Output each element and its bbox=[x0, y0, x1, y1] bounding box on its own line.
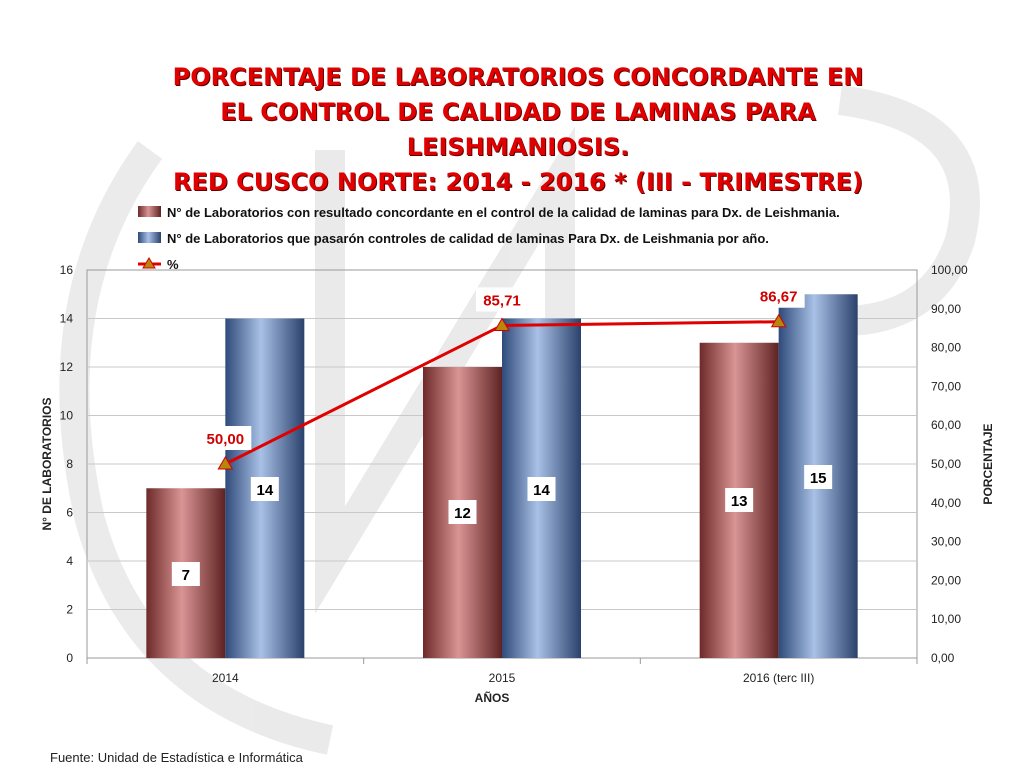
y-tick-label: 10 bbox=[60, 409, 74, 423]
y2-tick-label: 80,00 bbox=[931, 341, 961, 355]
y-tick-label: 14 bbox=[60, 312, 74, 326]
data-label: 14 bbox=[256, 482, 273, 499]
y2-tick-label: 100,00 bbox=[931, 263, 968, 277]
chart-title: PORCENTAJE DE LABORATORIOS CONCORDANTE E… bbox=[60, 60, 976, 200]
source-note: Fuente: Unidad de Estadística e Informát… bbox=[50, 750, 303, 765]
line-data-label: 86,67 bbox=[760, 289, 798, 306]
data-label-box bbox=[527, 477, 556, 501]
y2-tick-label: 10,00 bbox=[931, 612, 961, 626]
title-line: LEISHMANIOSIS. bbox=[406, 133, 630, 161]
y-axis-title: N° DE LABORATORIOS bbox=[40, 397, 54, 530]
data-label: 13 bbox=[731, 493, 748, 510]
data-label-box bbox=[448, 500, 477, 524]
title-line: RED CUSCO NORTE: 2014 - 2016 * (III - TR… bbox=[172, 168, 864, 196]
y-tick-label: 2 bbox=[66, 603, 73, 617]
data-label-box bbox=[171, 562, 200, 586]
title-line: PORCENTAJE DE LABORATORIOS CONCORDANTE E… bbox=[172, 63, 864, 91]
line-label-box bbox=[199, 426, 252, 450]
line-marker bbox=[217, 456, 234, 470]
legend-entry: N° de Laboratorios con resultado concord… bbox=[167, 205, 840, 220]
legend-entry: N° de Laboratorios que pasarón controles… bbox=[167, 231, 769, 246]
x-tick-label: 2014 bbox=[212, 671, 239, 685]
y-tick-label: 16 bbox=[60, 263, 74, 277]
y-tick-label: 12 bbox=[60, 360, 74, 374]
y-tick-label: 4 bbox=[66, 554, 73, 568]
data-label: 15 bbox=[810, 470, 827, 487]
y2-tick-label: 40,00 bbox=[931, 496, 961, 510]
y-tick-label: 6 bbox=[66, 506, 73, 520]
y-tick-label: 0 bbox=[66, 651, 73, 665]
data-label-box bbox=[725, 488, 754, 512]
y2-tick-label: 60,00 bbox=[931, 418, 961, 432]
legend-entry: % bbox=[167, 257, 179, 272]
line-data-label: 85,71 bbox=[483, 292, 521, 309]
data-label-box bbox=[250, 477, 279, 501]
legend-swatch bbox=[138, 206, 161, 217]
data-label: 12 bbox=[454, 505, 471, 522]
data-label-box bbox=[804, 465, 833, 489]
y2-tick-label: 20,00 bbox=[931, 573, 961, 587]
line-label-box bbox=[752, 283, 805, 308]
y2-tick-label: 70,00 bbox=[931, 379, 961, 393]
data-label: 14 bbox=[533, 482, 550, 499]
y2-tick-label: 30,00 bbox=[931, 535, 961, 549]
legend-marker bbox=[142, 257, 156, 269]
y2-tick-label: 0,00 bbox=[931, 651, 955, 665]
line-data-label: 50,00 bbox=[207, 431, 245, 448]
title-line: EL CONTROL DE CALIDAD DE LAMINAS PARA bbox=[220, 98, 816, 126]
y-tick-label: 8 bbox=[66, 457, 73, 471]
line-marker bbox=[494, 317, 510, 331]
y2-tick-label: 50,00 bbox=[931, 457, 961, 471]
data-label: 7 bbox=[182, 567, 190, 584]
line-marker bbox=[770, 313, 787, 328]
line-label-box bbox=[476, 287, 528, 312]
y2-tick-label: 90,00 bbox=[931, 302, 961, 316]
x-tick-label: 2016 (terc III) bbox=[743, 671, 814, 685]
y2-axis-title: PORCENTAJE bbox=[981, 423, 995, 504]
x-axis-title: AÑOS bbox=[475, 690, 510, 705]
x-tick-label: 2015 bbox=[489, 671, 516, 685]
legend-swatch bbox=[138, 232, 161, 243]
